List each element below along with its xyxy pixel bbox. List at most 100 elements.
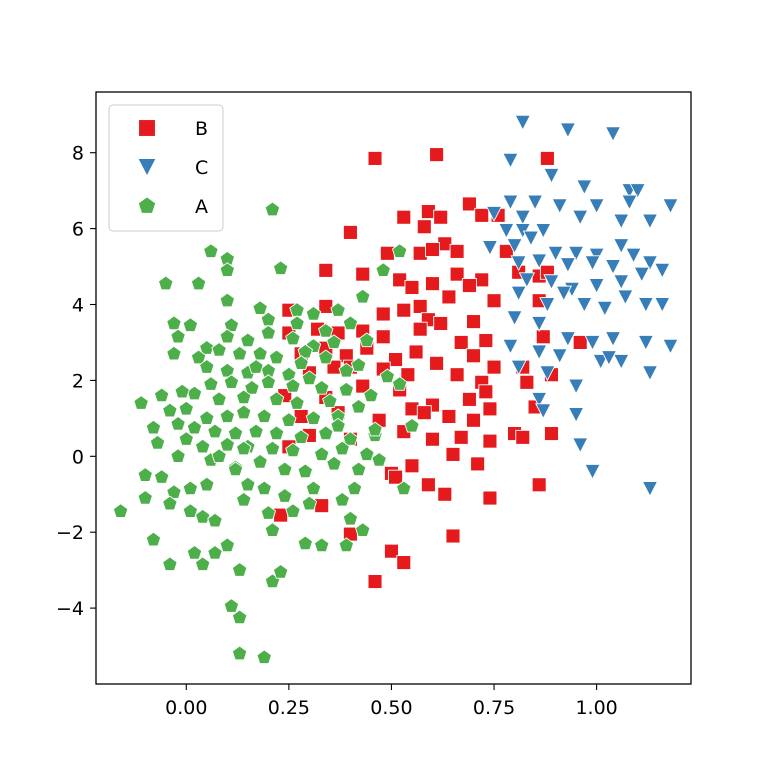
data-point-A bbox=[264, 440, 281, 456]
data-point-A bbox=[346, 480, 363, 496]
data-point-A bbox=[186, 419, 203, 435]
data-point-B bbox=[449, 266, 465, 282]
data-point-A bbox=[153, 387, 170, 403]
x-tick-label: 1.00 bbox=[575, 697, 617, 719]
data-point-C bbox=[641, 255, 659, 272]
data-point-C bbox=[530, 316, 548, 332]
data-point-B bbox=[425, 242, 440, 257]
data-point-C bbox=[559, 331, 577, 348]
data-point-B bbox=[572, 335, 588, 350]
legend-marker-C bbox=[137, 158, 157, 177]
data-point-A bbox=[305, 305, 322, 321]
data-point-A bbox=[244, 379, 260, 395]
legend-item-B: B bbox=[138, 118, 208, 140]
data-point-A bbox=[194, 556, 211, 572]
data-point-A bbox=[240, 476, 256, 492]
data-point-B bbox=[453, 335, 469, 350]
x-tick-label: 0.00 bbox=[165, 697, 207, 719]
data-point-C bbox=[539, 297, 556, 313]
data-point-C bbox=[510, 255, 527, 272]
data-point-A bbox=[199, 339, 215, 355]
data-point-B bbox=[342, 224, 358, 240]
data-point-B bbox=[466, 314, 481, 330]
data-point-A bbox=[170, 415, 186, 431]
data-point-A bbox=[153, 469, 170, 484]
x-axis: 0.00 0.25 0.50 0.75 1.00 bbox=[165, 684, 618, 719]
data-point-B bbox=[355, 378, 371, 394]
data-point-A bbox=[264, 522, 281, 537]
data-point-B bbox=[449, 243, 465, 259]
data-point-C bbox=[662, 198, 679, 215]
y-tick-label: 2 bbox=[72, 370, 84, 392]
data-point-A bbox=[252, 453, 268, 469]
data-point-A bbox=[354, 288, 371, 304]
y-tick-label: 8 bbox=[72, 143, 84, 165]
data-point-A bbox=[112, 503, 129, 518]
y-tick-label: −2 bbox=[56, 522, 84, 544]
data-point-A bbox=[203, 243, 219, 258]
data-point-C bbox=[617, 289, 634, 306]
data-point-A bbox=[338, 537, 355, 553]
data-point-B bbox=[482, 490, 498, 506]
legend-label-B: B bbox=[195, 118, 208, 140]
data-point-A bbox=[375, 262, 391, 277]
data-point-C bbox=[547, 245, 564, 262]
data-point-B bbox=[412, 321, 428, 337]
data-point-A bbox=[235, 389, 252, 405]
data-point-A bbox=[170, 448, 186, 463]
data-point-A bbox=[338, 362, 355, 378]
data-point-A bbox=[350, 357, 367, 372]
data-point-A bbox=[252, 345, 268, 361]
data-point-A bbox=[166, 315, 182, 331]
data-point-B bbox=[375, 306, 391, 322]
data-point-A bbox=[223, 374, 240, 389]
data-point-A bbox=[301, 370, 318, 386]
data-point-A bbox=[371, 451, 387, 467]
data-point-A bbox=[293, 429, 309, 444]
data-point-A bbox=[285, 442, 301, 458]
data-point-A bbox=[137, 489, 153, 505]
data-point-A bbox=[342, 510, 359, 526]
data-point-C bbox=[551, 198, 568, 215]
data-point-C bbox=[567, 245, 585, 262]
data-point-A bbox=[354, 522, 371, 537]
data-point-B bbox=[392, 272, 408, 288]
data-point-A bbox=[186, 544, 203, 560]
data-point-B bbox=[396, 555, 412, 571]
x-tick-label: 0.50 bbox=[370, 697, 412, 719]
data-point-A bbox=[162, 402, 178, 418]
data-point-A bbox=[194, 508, 211, 524]
data-point-A bbox=[367, 421, 383, 437]
data-point-A bbox=[207, 423, 223, 439]
data-point-A bbox=[272, 260, 289, 276]
data-point-C bbox=[571, 437, 589, 454]
data-point-C bbox=[571, 209, 589, 226]
data-point-A bbox=[235, 440, 252, 456]
data-point-A bbox=[305, 480, 322, 496]
data-point-A bbox=[297, 343, 314, 359]
data-point-A bbox=[248, 358, 264, 374]
data-point-A bbox=[260, 374, 277, 389]
data-point-A bbox=[268, 425, 285, 441]
data-point-A bbox=[190, 275, 207, 291]
data-point-B bbox=[466, 348, 481, 364]
data-point-A bbox=[256, 649, 272, 665]
data-point-C bbox=[654, 262, 671, 279]
data-point-C bbox=[613, 353, 630, 370]
data-point-B bbox=[445, 528, 461, 544]
data-point-A bbox=[235, 491, 252, 507]
data-point-A bbox=[305, 410, 322, 425]
data-point-A bbox=[363, 387, 379, 403]
data-point-A bbox=[178, 400, 195, 416]
data-point-C bbox=[502, 152, 519, 169]
data-point-A bbox=[281, 366, 297, 382]
data-point-B bbox=[531, 477, 547, 493]
data-point-C bbox=[584, 464, 601, 480]
data-point-A bbox=[338, 381, 355, 397]
data-point-A bbox=[318, 322, 334, 338]
series-A bbox=[112, 201, 420, 665]
data-point-B bbox=[441, 289, 457, 305]
data-point-C bbox=[596, 300, 614, 317]
data-point-A bbox=[297, 463, 314, 479]
data-point-C bbox=[530, 344, 548, 361]
